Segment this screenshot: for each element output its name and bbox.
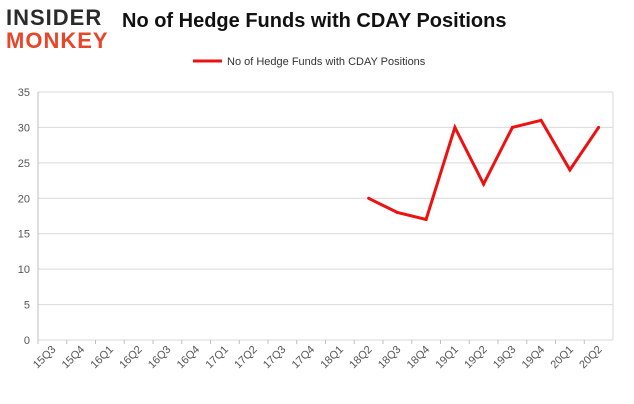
logo-text-monkey: MONKEY bbox=[6, 28, 109, 53]
y-tick-label: 0 bbox=[24, 335, 30, 347]
legend: No of Hedge Funds with CDAY Positions bbox=[193, 56, 426, 68]
y-tick-label: 25 bbox=[18, 158, 30, 170]
x-tick-label: 18Q4 bbox=[405, 344, 433, 372]
x-tick-label: 18Q3 bbox=[376, 344, 404, 372]
x-tick-label: 17Q1 bbox=[203, 344, 231, 372]
x-tick-label: 19Q2 bbox=[462, 344, 490, 372]
data-point bbox=[539, 118, 543, 122]
x-tick-label: 17Q3 bbox=[261, 344, 289, 372]
x-tick-label: 15Q4 bbox=[60, 344, 88, 372]
data-point bbox=[568, 168, 572, 172]
x-tick-label: 15Q3 bbox=[31, 344, 59, 372]
data-point bbox=[597, 125, 601, 129]
data-point bbox=[367, 196, 371, 200]
data-point bbox=[510, 125, 514, 129]
x-tick-label: 17Q4 bbox=[290, 344, 318, 372]
y-tick-label: 30 bbox=[18, 122, 30, 134]
legend-label: No of Hedge Funds with CDAY Positions bbox=[227, 56, 426, 68]
x-tick-label: 20Q2 bbox=[577, 344, 605, 372]
logo-text-insider: INSIDER bbox=[6, 5, 103, 30]
x-tick-label: 16Q4 bbox=[175, 344, 203, 372]
x-tick-label: 20Q1 bbox=[548, 344, 576, 372]
data-point bbox=[453, 125, 457, 129]
series-line bbox=[367, 118, 600, 222]
y-tick-label: 35 bbox=[18, 87, 30, 99]
gridlines bbox=[37, 91, 614, 341]
x-tick-label: 19Q4 bbox=[520, 344, 548, 372]
data-point bbox=[424, 218, 428, 222]
y-tick-label: 5 bbox=[24, 300, 30, 312]
y-tick-label: 15 bbox=[18, 229, 30, 241]
x-tick-label: 16Q1 bbox=[88, 344, 116, 372]
x-tick-label: 17Q2 bbox=[232, 344, 260, 372]
x-tick-label: 19Q3 bbox=[491, 344, 519, 372]
series bbox=[367, 118, 601, 222]
y-tick-label: 20 bbox=[18, 193, 30, 205]
x-tick-label: 19Q1 bbox=[433, 344, 461, 372]
data-point bbox=[395, 210, 399, 214]
x-tick-label: 18Q1 bbox=[318, 344, 346, 372]
x-tick-label: 16Q3 bbox=[146, 344, 174, 372]
chart-title: No of Hedge Funds with CDAY Positions bbox=[122, 10, 507, 32]
insider-monkey-logo: INSIDER MONKEY bbox=[6, 5, 116, 53]
x-tick-label: 18Q2 bbox=[347, 344, 375, 372]
y-tick-label: 10 bbox=[18, 264, 30, 276]
x-tick-label: 16Q2 bbox=[117, 344, 145, 372]
data-point bbox=[482, 182, 486, 186]
